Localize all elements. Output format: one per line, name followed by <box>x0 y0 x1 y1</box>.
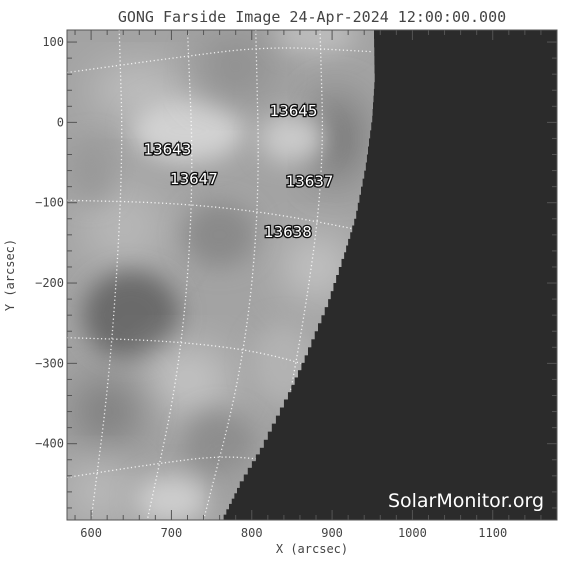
active-region-label: 13638 <box>264 223 312 241</box>
x-tick-label: 900 <box>321 526 343 540</box>
disk-brightness-patch <box>259 114 325 163</box>
disk-brightness-patch <box>312 94 361 183</box>
active-region-labels: 13645 13643 13647 13637 13638 <box>142 101 334 243</box>
y-axis: 100 0 −100 −200 −300 −400 <box>35 35 557 509</box>
heliographic-grid <box>67 30 373 520</box>
latitude-line <box>67 337 329 373</box>
x-axis-label: X (arcsec) <box>276 542 348 556</box>
disk-brightness-patch <box>67 138 116 203</box>
disk-brightness-patch <box>143 347 232 412</box>
disk-brightness-patch <box>79 186 168 267</box>
active-region-label: 13645 <box>270 102 318 120</box>
disk-brightness-patch <box>199 34 272 99</box>
disk-brightness-patch <box>283 234 349 300</box>
longitude-line <box>146 30 193 520</box>
active-region-label: 13637 <box>286 173 334 191</box>
active-region-label: 13647 <box>170 170 218 188</box>
disk-brightness-patch <box>135 475 208 520</box>
disk-brightness-patch <box>183 411 256 476</box>
y-tick-label: 0 <box>57 115 64 129</box>
disk-brightness-patch <box>131 98 244 163</box>
disk-texture <box>67 30 361 520</box>
active-region-label: 13643 <box>144 141 192 159</box>
y-tick-label: −400 <box>35 437 64 451</box>
y-tick-label: −200 <box>35 276 64 290</box>
longitude-line <box>90 30 123 520</box>
y-tick-label: −100 <box>35 196 64 210</box>
longitude-line <box>202 30 259 520</box>
x-tick-label: 600 <box>80 526 102 540</box>
chart-title: GONG Farside Image 24-Apr-2024 12:00:00.… <box>118 8 506 26</box>
x-tick-label: 1000 <box>398 526 427 540</box>
disk-brightness-patch <box>71 379 144 444</box>
plot-frame <box>66 29 558 521</box>
disk-brightness-patch <box>83 270 180 360</box>
y-axis-label: Y (arcsec) <box>3 239 17 311</box>
disk-brightness-patch <box>67 463 132 520</box>
disk-brightness-patch <box>183 202 256 267</box>
x-tick-label: 1100 <box>478 526 507 540</box>
x-tick-label: 700 <box>161 526 183 540</box>
latitude-line <box>67 47 373 74</box>
latitude-line <box>67 456 268 479</box>
x-tick-label: 800 <box>241 526 263 540</box>
solar-disk <box>67 30 375 520</box>
solarmonitor-watermark: SolarMonitor.org <box>388 490 544 512</box>
x-axis: 600 700 800 900 1000 1100 <box>74 30 542 540</box>
y-tick-label: −300 <box>35 356 64 370</box>
y-tick-label: 100 <box>42 35 64 49</box>
